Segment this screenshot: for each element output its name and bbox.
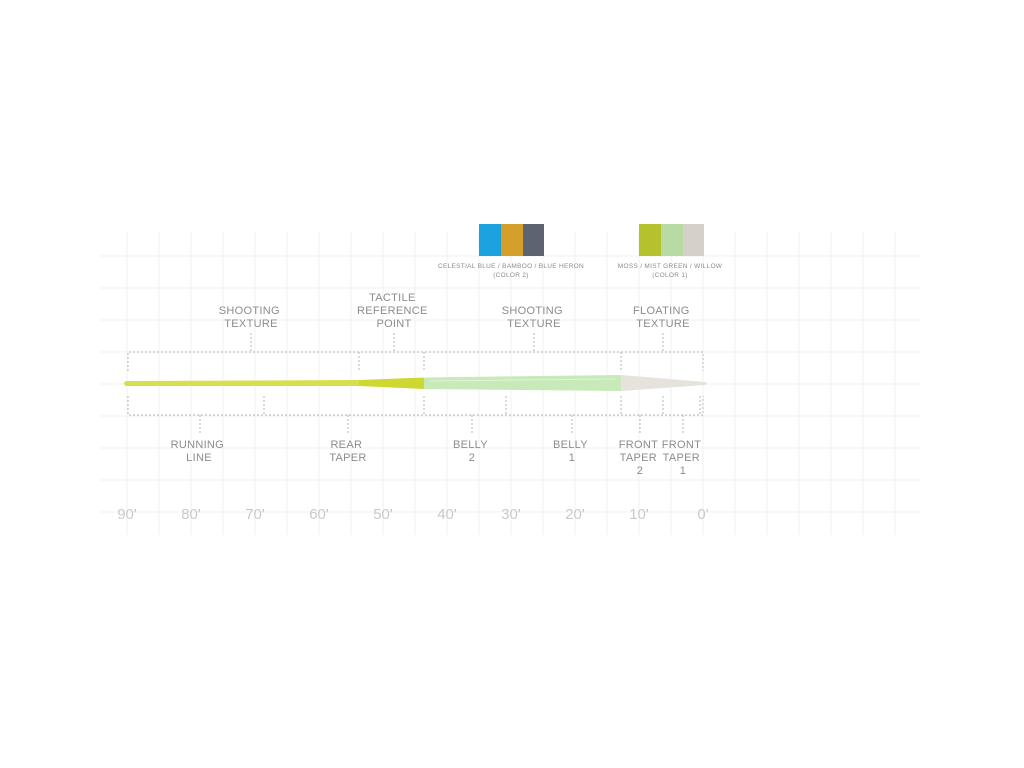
scale-tick-label: 60' <box>309 506 329 523</box>
top-texture-labels: SHOOTING TEXTURE TACTILE REFERENCE POINT… <box>219 292 693 330</box>
scale-tick-label: 70' <box>245 506 265 523</box>
swatch-celestial-blue <box>479 224 501 256</box>
scale-tick-label: 20' <box>565 506 585 523</box>
scale-tick-label: 50' <box>373 506 393 523</box>
line-belly-section <box>424 375 621 391</box>
swatch-mist-green <box>661 224 683 256</box>
label-front-taper-1: FRONT TAPER 1 <box>662 439 705 477</box>
label-running-line: RUNNING LINE <box>171 439 228 464</box>
swatch-willow <box>683 224 704 256</box>
scale-tick-label: 10' <box>629 506 649 523</box>
swatch-sublabel-color-2: (COLOR 2) <box>493 272 529 279</box>
distance-scale: 90' 80' 70' 60' 50' 40' 30' 20' 10' 0' <box>117 506 709 523</box>
top-brackets <box>127 333 704 371</box>
label-shooting-texture-front: SHOOTING TEXTURE <box>502 305 566 330</box>
swatch-label-color-2: CELESTIAL BLUE / BAMBOO / BLUE HERON <box>438 263 584 270</box>
color-swatch-group-1: MOSS / MIST GREEN / WILLOW (COLOR 1) <box>618 224 723 279</box>
label-tactile-reference-point: TACTILE REFERENCE POINT <box>357 292 431 330</box>
line-tactile-reference-section <box>359 377 424 389</box>
line-front-taper-section <box>621 375 707 391</box>
label-floating-texture: FLOATING TEXTURE <box>633 305 693 330</box>
bottom-brackets <box>127 396 704 434</box>
swatch-sublabel-color-1: (COLOR 1) <box>652 272 688 279</box>
fly-line <box>124 375 707 391</box>
label-rear-taper: REAR TAPER <box>329 439 366 464</box>
swatch-label-color-1: MOSS / MIST GREEN / WILLOW <box>618 263 723 270</box>
scale-tick-label: 80' <box>181 506 201 523</box>
scale-tick-label: 90' <box>117 506 137 523</box>
label-belly-1: BELLY 1 <box>553 439 591 464</box>
label-front-taper-2: FRONT TAPER 2 <box>619 439 662 477</box>
swatch-blue-heron <box>523 224 544 256</box>
swatch-bamboo <box>501 224 523 256</box>
label-shooting-texture-rear: SHOOTING TEXTURE <box>219 305 283 330</box>
scale-tick-label: 40' <box>437 506 457 523</box>
bottom-section-labels: RUNNING LINE REAR TAPER BELLY 2 BELLY 1 … <box>171 439 705 477</box>
color-swatch-group-2: CELESTIAL BLUE / BAMBOO / BLUE HERON (CO… <box>438 224 584 279</box>
scale-tick-label: 30' <box>501 506 521 523</box>
line-running-section <box>124 380 359 386</box>
line-texture-highlight <box>429 378 616 382</box>
label-belly-2: BELLY 2 <box>453 439 491 464</box>
swatch-moss <box>639 224 661 256</box>
scale-tick-label: 0' <box>697 506 708 523</box>
